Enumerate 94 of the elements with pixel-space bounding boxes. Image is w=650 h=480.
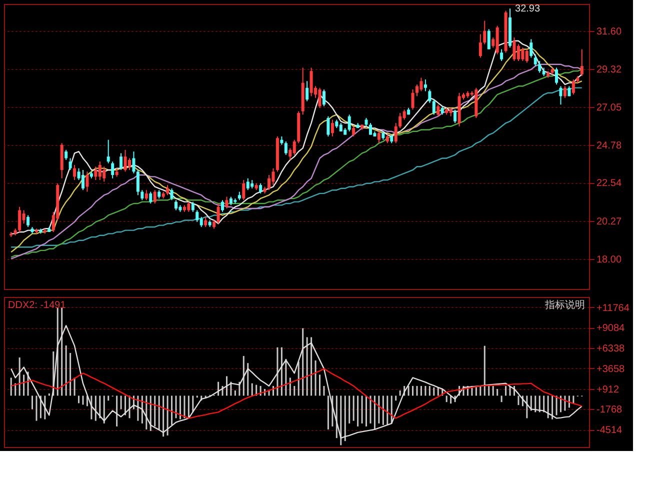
y-tick-label: 27.05 [596, 102, 622, 114]
candlestick [530, 38, 533, 58]
candlestick [318, 87, 322, 108]
candlestick [432, 99, 436, 116]
candlestick [292, 139, 296, 156]
candlestick [306, 80, 309, 102]
candlestick [348, 114, 351, 132]
candlestick [454, 109, 457, 124]
y-tick-label: 29.32 [596, 64, 622, 76]
y-tick-label: 31.60 [596, 26, 622, 38]
candlestick [124, 149, 127, 172]
candlestick [64, 149, 68, 160]
candlestick [242, 180, 246, 201]
candlestick [26, 214, 30, 228]
candlestick [284, 140, 288, 156]
candlestick [352, 126, 356, 137]
candlestick [322, 89, 326, 107]
candlestick [204, 216, 208, 228]
candlestick [136, 169, 140, 196]
annotation: 32.93 [515, 4, 540, 15]
candlestick [559, 86, 562, 106]
annotation: 指标说明 [544, 299, 585, 311]
candlestick [128, 158, 131, 170]
line-series [10, 368, 582, 419]
candlestick [216, 203, 220, 224]
candlestick [483, 20, 486, 45]
candlestick [166, 184, 170, 196]
candlestick [516, 44, 520, 62]
y-tick-label: +11764 [596, 302, 630, 314]
candlestick [420, 77, 423, 92]
candlestick [555, 67, 558, 85]
y-tick-label: +3658 [596, 364, 626, 375]
candlestick [398, 112, 402, 129]
candlestick [196, 210, 199, 222]
candlestick [259, 182, 262, 194]
candlestick [246, 178, 250, 191]
candlestick [200, 216, 203, 228]
y-tick-label: 24.78 [596, 140, 622, 152]
candlestick [18, 206, 22, 232]
candlestick [368, 122, 372, 136]
y-tick-label: -4514 [596, 425, 623, 436]
candlestick [132, 151, 136, 174]
candlestick [153, 190, 156, 204]
candlestick [534, 54, 537, 67]
y-tick-label: +9084 [596, 323, 626, 334]
candlestick [580, 48, 584, 77]
candlestick [268, 174, 271, 191]
candlestick [563, 86, 566, 98]
candlestick [144, 190, 148, 201]
line-series [10, 324, 582, 439]
y-tick-label: 18.00 [596, 254, 622, 266]
candlestick [225, 196, 228, 210]
candlestick [500, 48, 504, 62]
candlestick [106, 139, 110, 164]
y-tick-label: 20.27 [596, 216, 622, 228]
candlestick [81, 169, 84, 191]
candlestick [424, 78, 427, 92]
candlestick [272, 168, 275, 186]
candlestick [68, 158, 72, 170]
annotation: DDX2: -1491 [8, 300, 66, 311]
candlestick [174, 200, 178, 211]
y-tick-label: -1768 [596, 404, 623, 416]
candlestick [330, 119, 334, 137]
candlestick [411, 89, 414, 110]
y-tick-label: 22.54 [596, 178, 622, 190]
candlestick [521, 47, 524, 62]
candlestick [512, 37, 516, 62]
candlestick [221, 200, 224, 212]
candlestick [436, 104, 440, 117]
candlestick [94, 166, 98, 181]
candlestick [525, 48, 528, 64]
y-tick-label: +6338 [596, 344, 626, 355]
candlestick [572, 78, 575, 96]
candlestick [191, 201, 194, 212]
candlestick [377, 130, 380, 144]
candlestick [111, 161, 114, 179]
candlestick [326, 116, 330, 137]
candlestick [170, 188, 174, 201]
candlestick [394, 122, 398, 144]
candlestick [478, 34, 482, 58]
candlestick [428, 89, 432, 104]
candlestick [538, 60, 542, 74]
candlestick [102, 166, 106, 182]
candlestick [187, 201, 190, 212]
candlestick [487, 28, 490, 50]
candlestick [86, 171, 89, 192]
candlestick [310, 67, 313, 97]
candlestick [98, 161, 102, 181]
candlestick [415, 84, 418, 97]
y-tick-label: +912 [596, 384, 620, 396]
candlestick [149, 191, 152, 204]
candlestick [140, 190, 144, 201]
candlestick [73, 164, 76, 181]
candlestick [120, 152, 123, 170]
